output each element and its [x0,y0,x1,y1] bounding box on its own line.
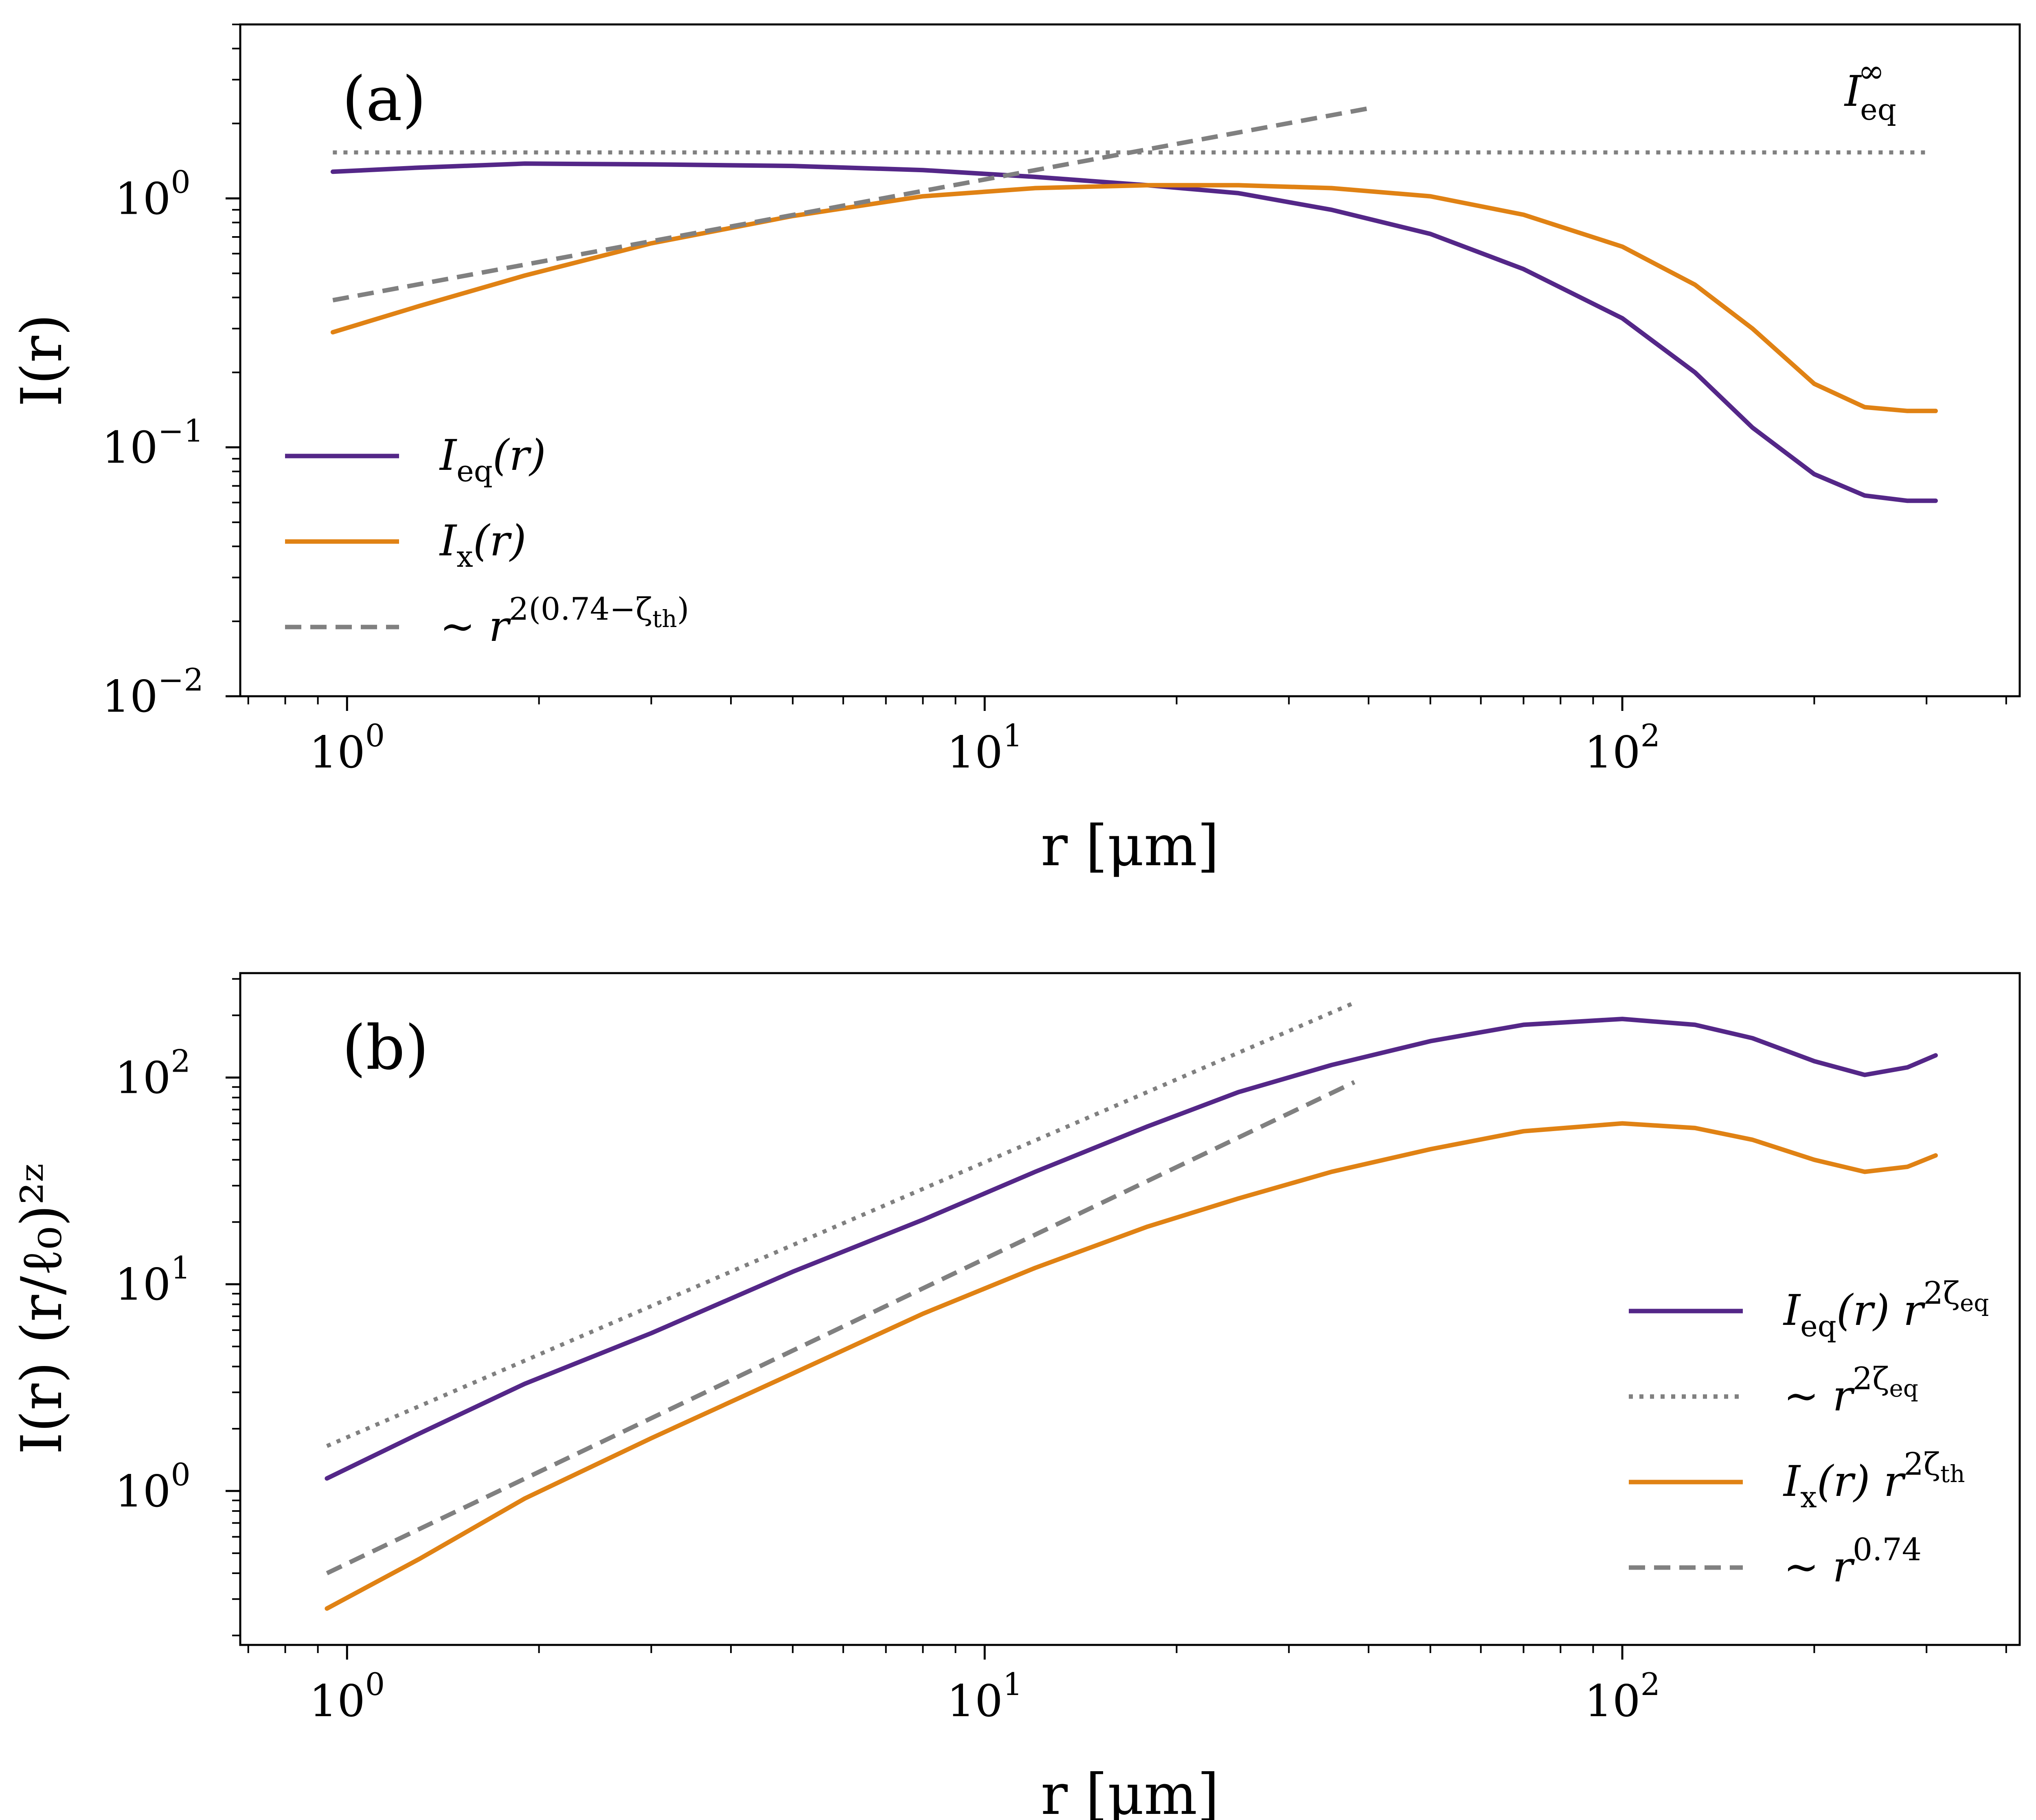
axes-frame [239,972,2021,1646]
x-tick-label: 102 [1584,717,1660,778]
legend-label-eq: Ieq(r) [439,430,546,488]
legend: Ieq(r) Ix(r) ∼ r2(0.74−ζth) [285,430,689,651]
x-tick-label: 101 [947,1666,1022,1727]
inf-annotation: I∞ eq [1844,53,1896,127]
series-group [325,1001,1938,1611]
minor-ticks [232,978,2007,1653]
legend-label-x: Ix(r) [439,516,527,574]
panel-label: (a) [342,64,426,135]
y-axis-label: I(r) (r/ℓ₀)²ᶻ [9,1164,75,1455]
y-tick-label: 10−2 [102,662,203,722]
y-tick-label: 100 [115,1456,191,1517]
series-line-ref [332,106,1369,303]
y-tick-label: 100 [115,164,191,224]
panel-label: (b) [342,1013,429,1083]
legend: Ieq(r) r2ζeq ∼ r2ζeq Ix(r) r2ζth ∼ r0.74 [1629,1275,1989,1592]
y-axis-label: I(r) [9,314,75,407]
minor-ticks [232,24,2007,704]
legend-label-x: Ix(r) r2ζth [1783,1446,1965,1514]
chart-panel-a: 100 101 102 10−2 10−1 100 r [μm] I(r) (a) I∞ eq Ieq… [9,23,2021,879]
legend-label-dash: ∼ r0.74 [1784,1531,1922,1592]
series-line-dash [326,1080,1356,1575]
x-axis-label: r [μm] [1041,1762,1219,1820]
x-axis-label: r [μm] [1041,813,1219,879]
x-tick-label: 102 [1584,1666,1660,1727]
legend-label-eq: Ieq(r) r2ζeq [1783,1275,1989,1343]
series-line-eq [330,161,1938,503]
x-tick-label: 100 [309,1666,385,1727]
legend-label-ref: ∼ r2(0.74−ζth) [440,591,689,651]
y-tick-label: 101 [115,1250,191,1310]
series-line-dot [326,1001,1355,1448]
y-tick-label: 10−1 [102,413,203,474]
legend-label-dot: ∼ r2ζeq [1784,1360,1918,1421]
series-group [330,106,1938,503]
y-tick-label: 102 [115,1043,191,1103]
x-tick-label: 100 [309,717,385,778]
series-line-x [330,183,1938,413]
axes-frame [239,23,2021,697]
series-line-eq [325,1017,1938,1481]
chart-panel-b: 100 101 102 100 101 102 r [μm] I(r) (r/ℓ₀)²ᶻ (b)… [9,972,2021,1820]
x-tick-label: 101 [947,717,1022,778]
series-line-x [325,1121,1938,1611]
